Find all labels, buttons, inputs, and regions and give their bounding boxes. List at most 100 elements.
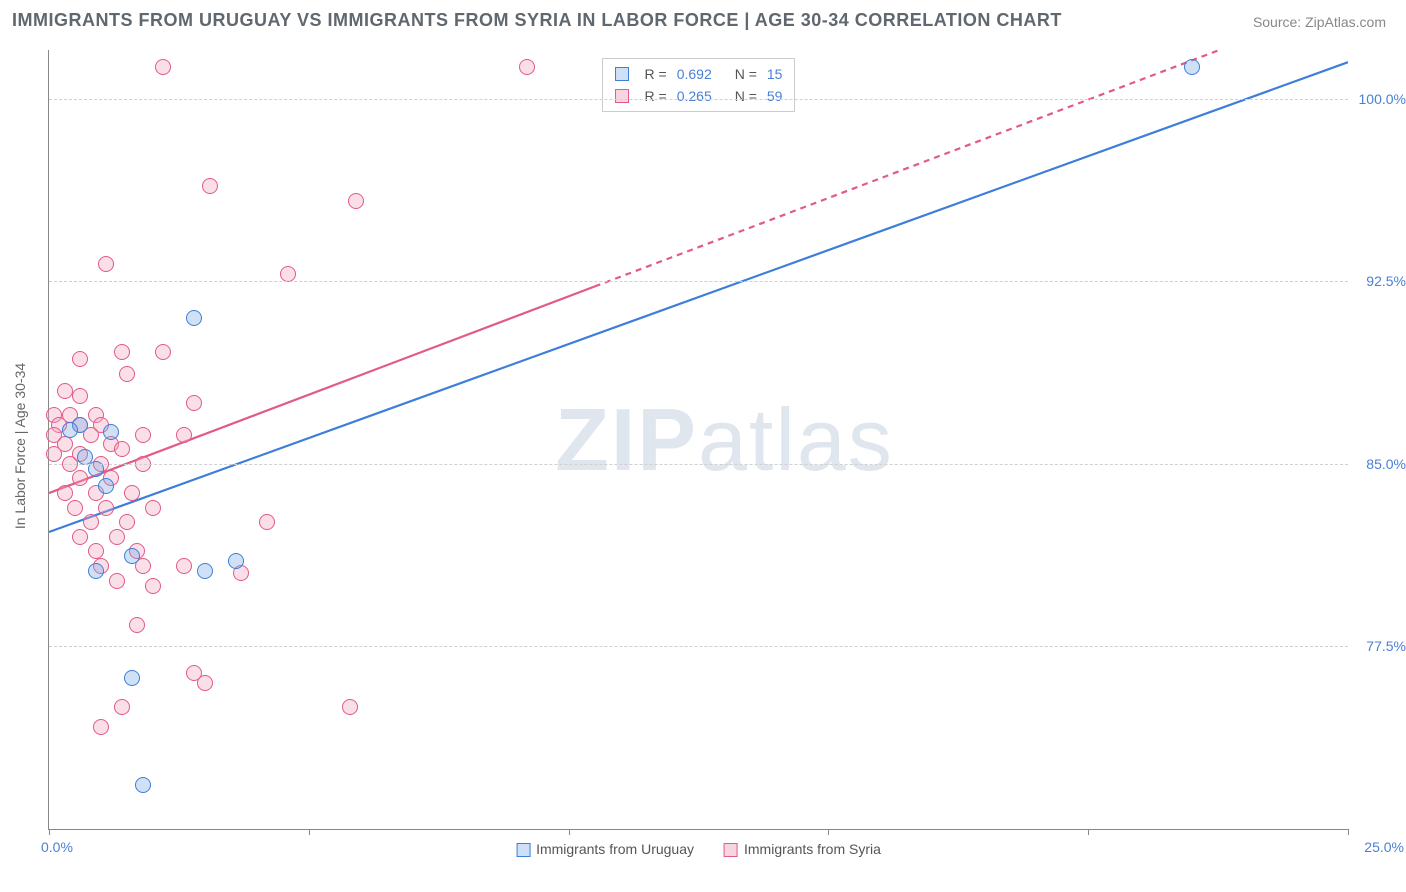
data-point	[197, 675, 213, 691]
legend-swatch-syria	[615, 89, 629, 103]
data-point	[46, 407, 62, 423]
data-point	[109, 573, 125, 589]
watermark-bold: ZIP	[555, 390, 698, 489]
data-point	[280, 266, 296, 282]
data-point	[197, 563, 213, 579]
data-point	[176, 427, 192, 443]
correlation-legend-row: R = 0.692 N = 15	[615, 63, 783, 85]
data-point	[114, 441, 130, 457]
data-point	[72, 351, 88, 367]
watermark: ZIPatlas	[555, 389, 894, 491]
y-tick-label: 85.0%	[1354, 456, 1406, 472]
data-point	[114, 699, 130, 715]
legend-swatch-uruguay	[615, 67, 629, 81]
legend-r-value-syria: 0.265	[677, 85, 725, 107]
data-point	[103, 470, 119, 486]
data-point	[62, 422, 78, 438]
data-point	[129, 617, 145, 633]
data-point	[72, 529, 88, 545]
gridline-horizontal	[49, 281, 1348, 282]
x-axis-origin-label: 0.0%	[41, 839, 73, 855]
data-point	[145, 578, 161, 594]
data-point	[186, 395, 202, 411]
data-point	[57, 383, 73, 399]
y-tick-label: 77.5%	[1354, 638, 1406, 654]
data-point	[72, 417, 88, 433]
data-point	[186, 665, 202, 681]
legend-r-value-uruguay: 0.692	[677, 63, 725, 85]
data-point	[1184, 59, 1200, 75]
x-tick	[309, 829, 310, 835]
data-point	[93, 719, 109, 735]
data-point	[98, 500, 114, 516]
x-tick	[569, 829, 570, 835]
data-point	[202, 178, 218, 194]
data-point	[88, 485, 104, 501]
legend-r-label: R =	[645, 63, 667, 85]
data-point	[98, 256, 114, 272]
data-point	[72, 470, 88, 486]
data-point	[83, 514, 99, 530]
data-point	[119, 366, 135, 382]
gridline-horizontal	[49, 646, 1348, 647]
legend-swatch-syria	[724, 843, 738, 857]
data-point	[124, 548, 140, 564]
data-point	[519, 59, 535, 75]
correlation-legend: R = 0.692 N = 15 R = 0.265 N = 59	[602, 58, 796, 112]
data-point	[62, 407, 78, 423]
data-point	[46, 427, 62, 443]
data-point	[67, 500, 83, 516]
data-point	[57, 485, 73, 501]
y-tick-label: 92.5%	[1354, 273, 1406, 289]
series-name-syria: Immigrants from Syria	[744, 841, 881, 857]
legend-r-label: R =	[645, 85, 667, 107]
data-point	[57, 436, 73, 452]
data-point	[88, 407, 104, 423]
legend-n-label: N =	[735, 85, 757, 107]
data-point	[228, 553, 244, 569]
data-point	[348, 193, 364, 209]
data-point	[83, 427, 99, 443]
data-point	[88, 563, 104, 579]
y-axis-label: In Labor Force | Age 30-34	[12, 363, 28, 529]
data-point	[114, 344, 130, 360]
data-point	[129, 543, 145, 559]
data-point	[155, 344, 171, 360]
y-tick-label: 100.0%	[1354, 91, 1406, 107]
data-point	[155, 59, 171, 75]
x-tick	[828, 829, 829, 835]
correlation-legend-row: R = 0.265 N = 59	[615, 85, 783, 107]
watermark-rest: atlas	[698, 390, 894, 489]
data-point	[93, 417, 109, 433]
data-point	[109, 529, 125, 545]
series-legend-item: Immigrants from Uruguay	[516, 841, 694, 857]
series-legend: Immigrants from Uruguay Immigrants from …	[516, 841, 881, 857]
x-tick	[1088, 829, 1089, 835]
data-point	[124, 670, 140, 686]
series-name-uruguay: Immigrants from Uruguay	[536, 841, 694, 857]
data-point	[342, 699, 358, 715]
regression-line	[49, 287, 595, 494]
plot-area: ZIPatlas R = 0.692 N = 15 R = 0.265 N = …	[48, 50, 1348, 830]
data-point	[135, 777, 151, 793]
legend-n-label: N =	[735, 63, 757, 85]
chart-title: IMMIGRANTS FROM URUGUAY VS IMMIGRANTS FR…	[12, 10, 1062, 31]
data-point	[72, 388, 88, 404]
source-prefix: Source:	[1253, 14, 1305, 30]
data-point	[135, 558, 151, 574]
gridline-horizontal	[49, 99, 1348, 100]
data-point	[72, 446, 88, 462]
data-point	[88, 543, 104, 559]
data-point	[51, 417, 67, 433]
data-point	[233, 565, 249, 581]
data-point	[176, 558, 192, 574]
chart-container: IMMIGRANTS FROM URUGUAY VS IMMIGRANTS FR…	[0, 0, 1406, 892]
data-point	[259, 514, 275, 530]
data-point	[98, 478, 114, 494]
data-point	[135, 427, 151, 443]
gridline-horizontal	[49, 464, 1348, 465]
data-point	[103, 424, 119, 440]
legend-swatch-uruguay	[516, 843, 530, 857]
x-tick	[1348, 829, 1349, 835]
data-point	[46, 446, 62, 462]
